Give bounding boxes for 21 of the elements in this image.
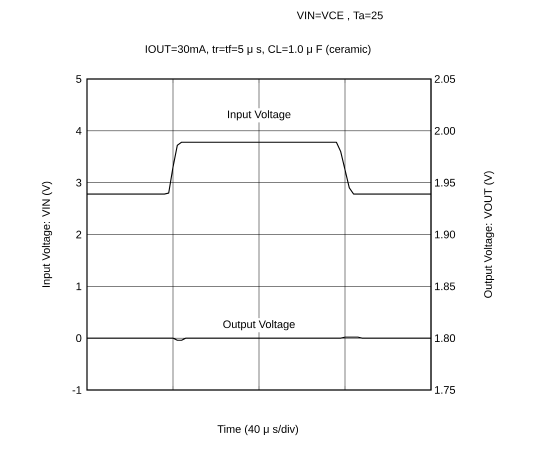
- series-label: Input Voltage: [228, 110, 291, 120]
- chart-subtitle: IOUT=30mA, tr=tf=5 μ s, CL=1.0 μ F (ceramic): [146, 44, 371, 56]
- y2-tick-label: 2.00: [434, 126, 456, 135]
- y-tick-label: 5: [76, 75, 82, 83]
- y2-tick-label: 1.85: [435, 282, 456, 290]
- y-tick-label: 3: [76, 178, 82, 187]
- y-tick-label: 2: [76, 230, 82, 238]
- y2-axis-title: Output Voltage: VOUT (V): [484, 171, 494, 298]
- y2-tick-label: 1.80: [435, 334, 456, 342]
- chart-title: VIN=VCE , Ta=25: [296, 11, 383, 21]
- y-axis-title: Input Voltage: VIN (V): [42, 182, 52, 287]
- y2-tick-label: 1.95: [435, 178, 456, 187]
- y-tick-label: 1: [76, 282, 82, 290]
- y2-tick-label: 1.90: [435, 230, 456, 238]
- y2-tick-label: 2.05: [434, 75, 456, 83]
- y-tick-label: 0: [76, 334, 82, 342]
- x-axis-title: Time (40 μ s/div): [218, 424, 298, 436]
- y2-tick-label: 1.75: [435, 386, 456, 394]
- series-label: Output Voltage: [223, 320, 295, 330]
- y-tick-label: 4: [76, 127, 82, 135]
- y-tick-label: -1: [72, 386, 82, 394]
